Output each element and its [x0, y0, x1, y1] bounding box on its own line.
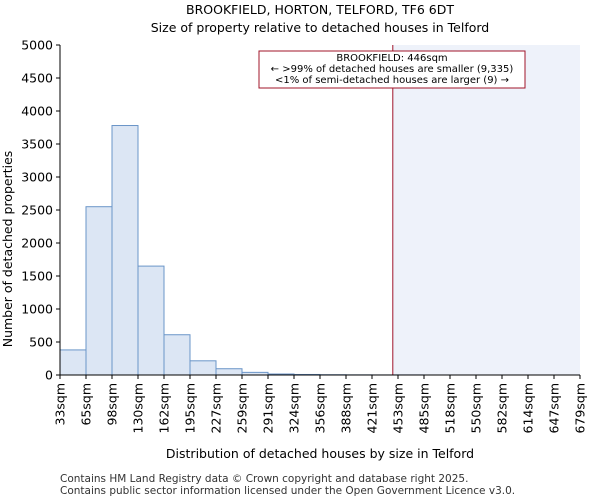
bars-group	[59, 125, 425, 376]
annotation-frame	[258, 50, 526, 89]
y-tick-label: 3000	[21, 170, 53, 185]
x-tick-label: 550sqm	[469, 383, 484, 433]
x-tick-label: 162sqm	[157, 383, 172, 433]
bar-130sqm	[137, 265, 165, 376]
x-tick-label: 388sqm	[339, 383, 354, 433]
x-axis-label: Distribution of detached houses by size …	[166, 446, 474, 461]
y-tick-label: 1000	[21, 302, 53, 317]
footer-line-2: Contains public sector information licen…	[60, 485, 515, 497]
footer-line-1: Contains HM Land Registry data © Crown c…	[60, 473, 468, 485]
x-tick-label: 582sqm	[495, 383, 510, 433]
y-tick-label: 3500	[21, 137, 53, 152]
bar-33sqm	[59, 349, 87, 376]
x-tick-label: 33sqm	[53, 383, 68, 426]
annotation-line-3: <1% of semi-detached houses are larger (…	[275, 75, 509, 86]
x-tick-label: 65sqm	[79, 383, 94, 426]
bar-98sqm	[111, 125, 139, 376]
x-tick-label: 98sqm	[105, 383, 120, 426]
x-tick-label: 227sqm	[209, 383, 224, 433]
y-tick-label: 0	[45, 368, 53, 383]
x-tick-label: 130sqm	[131, 383, 146, 433]
x-tick-label: 679sqm	[573, 383, 588, 433]
y-tick-label: 2000	[21, 236, 53, 251]
chart-title: BROOKFIELD, HORTON, TELFORD, TF6 6DT	[186, 2, 454, 17]
x-tick-label: 421sqm	[365, 383, 380, 433]
x-tick-label: 518sqm	[443, 383, 458, 433]
x-tick-label: 453sqm	[391, 383, 406, 433]
highlight-region	[392, 45, 580, 375]
x-tick-label: 291sqm	[261, 383, 276, 433]
x-tick-label: 485sqm	[417, 383, 432, 433]
y-ticks: 0 500 1000 1500 2000 2500 3000 3500 4000 4500 5000	[21, 38, 60, 383]
y-axis-label: Number of detached properties	[0, 151, 15, 348]
x-tick-label: 614sqm	[521, 383, 536, 433]
x-tick-label: 324sqm	[287, 383, 302, 433]
annotation-box: BROOKFIELD: 446sqm ← >99% of detached ho…	[258, 50, 526, 89]
y-tick-label: 1500	[21, 269, 53, 284]
y-tick-label: 2500	[21, 203, 53, 218]
y-tick-label: 500	[29, 335, 53, 350]
x-tick-label: 259sqm	[235, 383, 250, 433]
x-ticks: 33sqm 65sqm 98sqm 130sqm 162sqm 195sqm 227sqm 2…	[53, 375, 588, 433]
y-tick-label: 5000	[21, 38, 53, 53]
y-tick-label: 4000	[21, 104, 53, 119]
bar-65sqm	[85, 206, 113, 376]
annotation-line-2: ← >99% of detached houses are smaller (9…	[271, 64, 514, 75]
bar-195sqm	[189, 360, 217, 376]
y-tick-label: 4500	[21, 71, 53, 86]
bar-162sqm	[163, 334, 191, 376]
x-tick-label: 647sqm	[547, 383, 562, 433]
bar-227sqm	[215, 368, 243, 376]
annotation-line-1: BROOKFIELD: 446sqm	[336, 53, 447, 64]
chart-subtitle: Size of property relative to detached ho…	[151, 20, 490, 35]
x-tick-label: 195sqm	[183, 383, 198, 433]
x-tick-label: 356sqm	[313, 383, 328, 433]
